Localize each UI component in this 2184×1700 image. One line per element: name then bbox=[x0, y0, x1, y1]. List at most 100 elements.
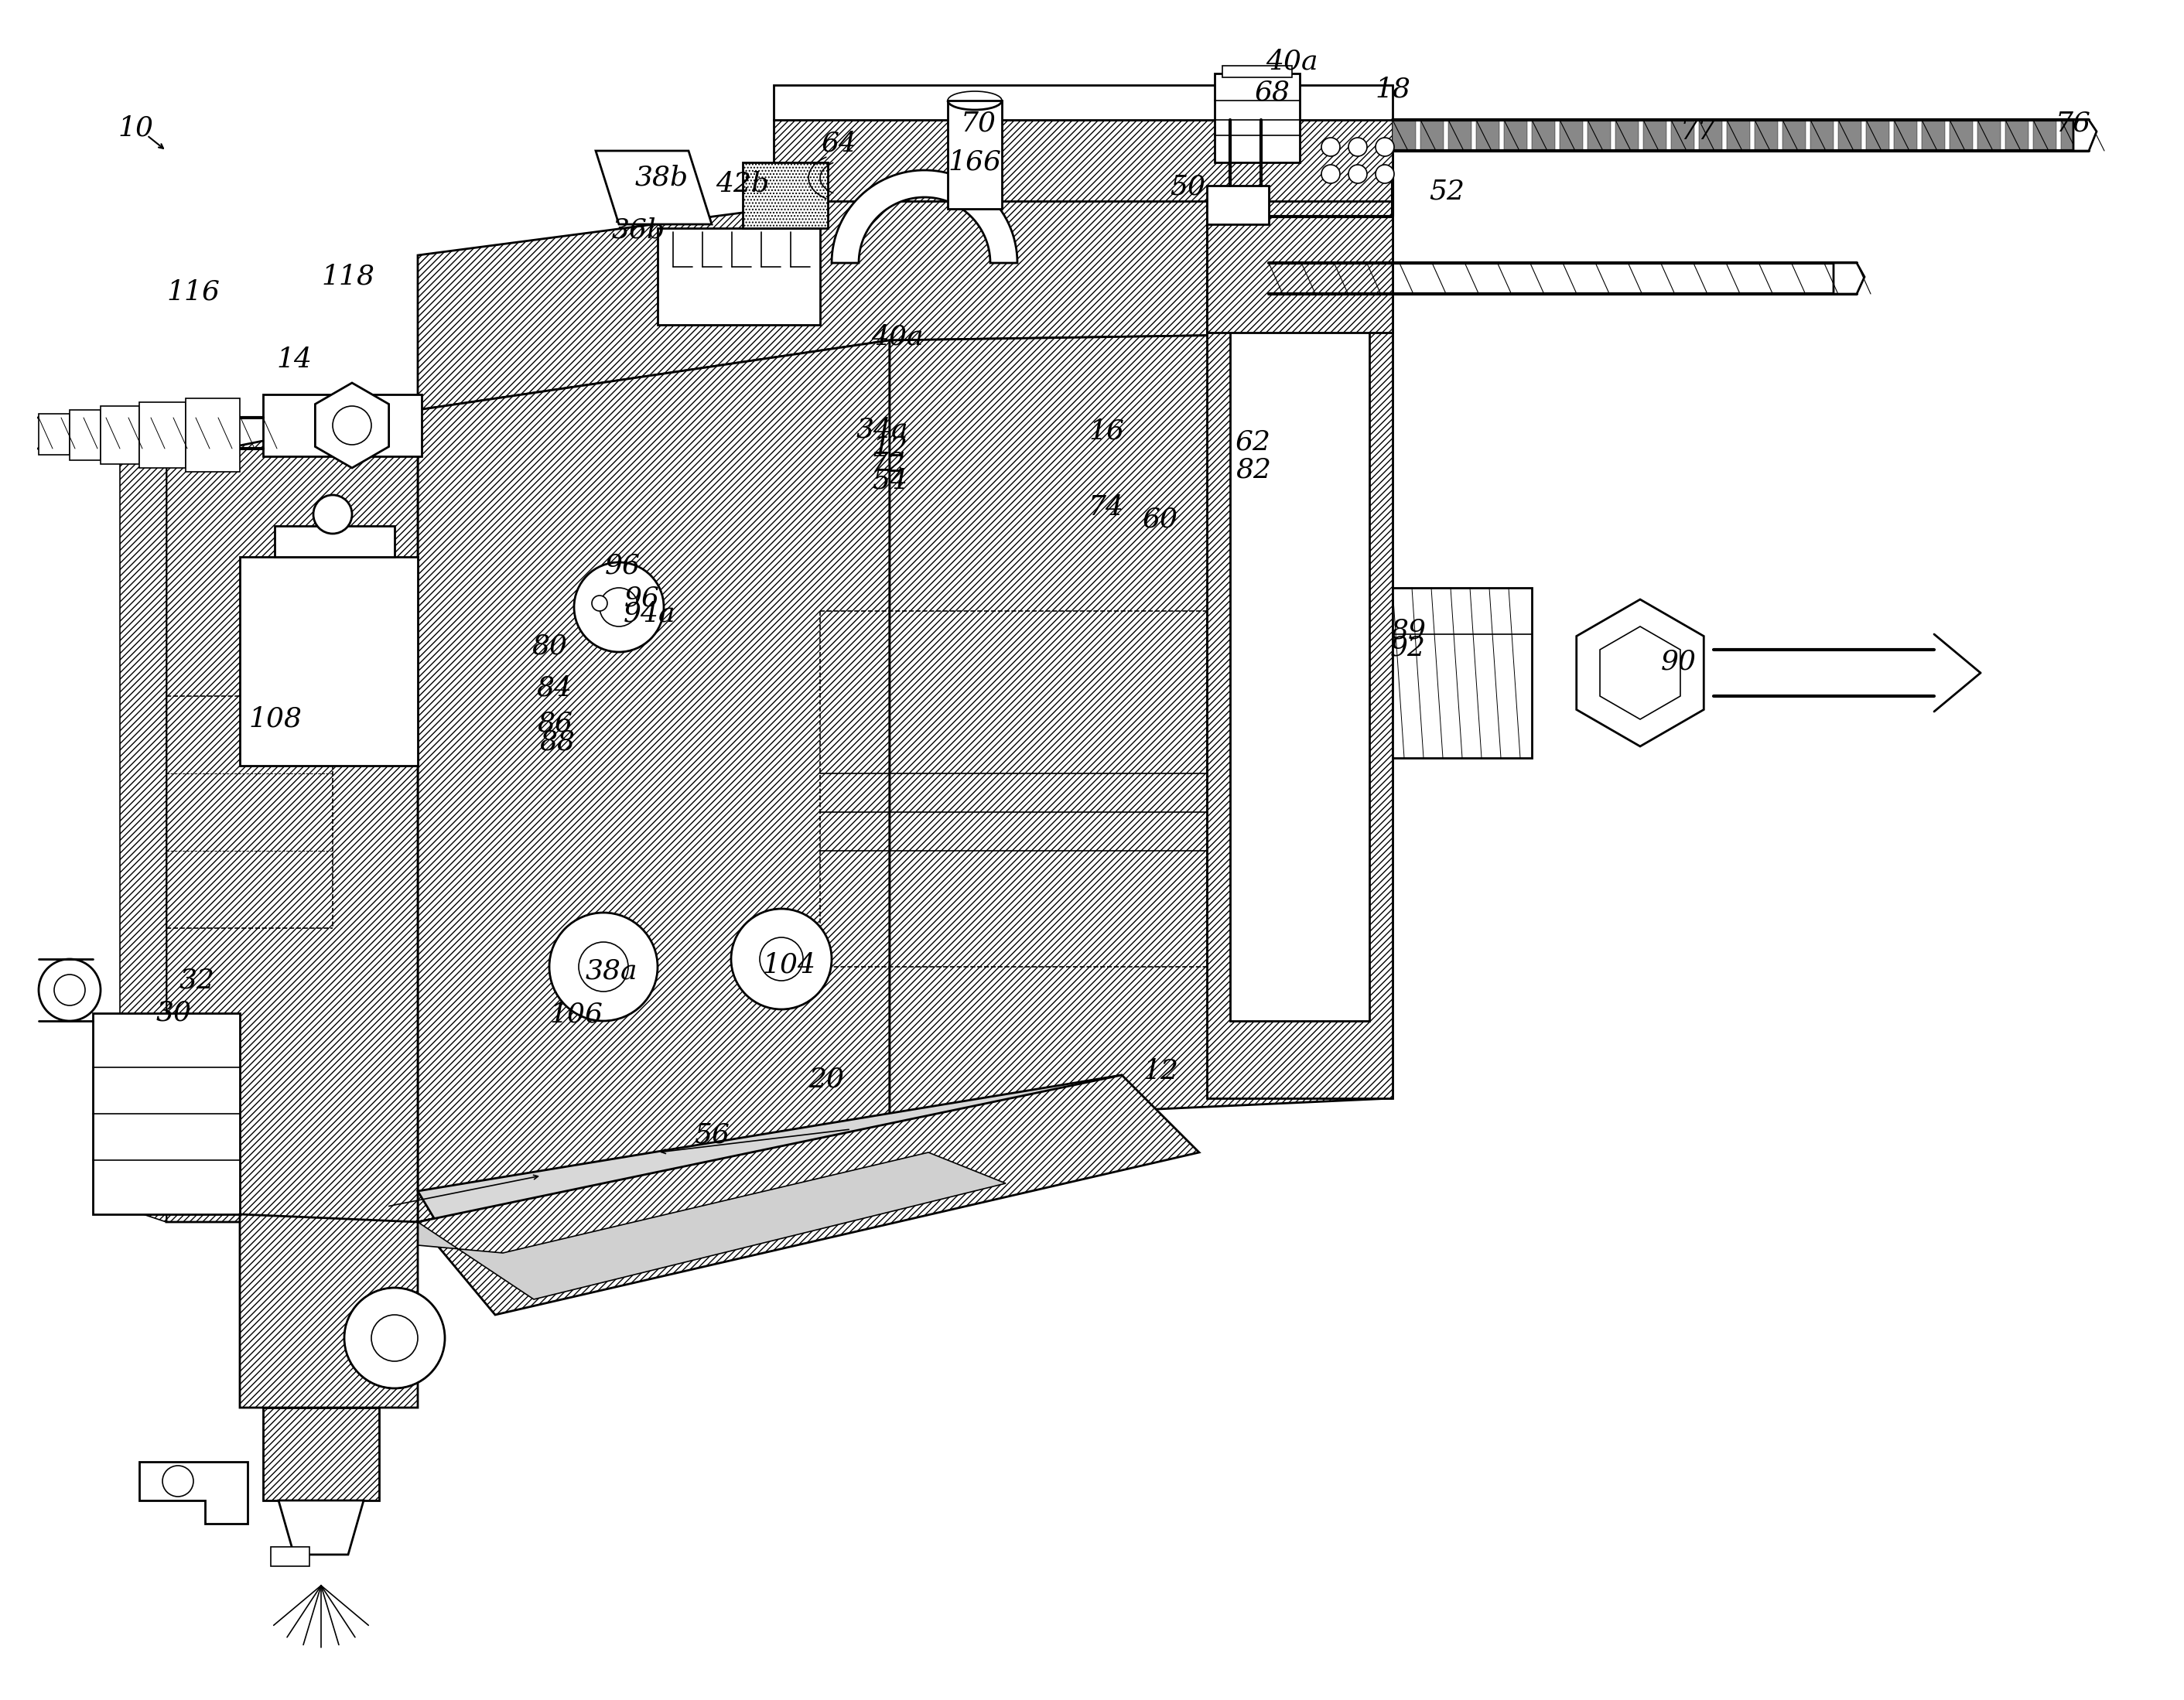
Text: 36b: 36b bbox=[612, 218, 664, 243]
Circle shape bbox=[39, 959, 100, 1022]
Polygon shape bbox=[1577, 600, 1704, 746]
Polygon shape bbox=[948, 100, 1002, 209]
Polygon shape bbox=[1559, 121, 1583, 151]
Polygon shape bbox=[1865, 121, 1889, 151]
Text: 20: 20 bbox=[808, 1066, 843, 1091]
Text: 76: 76 bbox=[2055, 110, 2090, 138]
Polygon shape bbox=[1782, 121, 1806, 151]
Circle shape bbox=[574, 563, 664, 653]
Polygon shape bbox=[417, 155, 1393, 410]
Polygon shape bbox=[773, 121, 1393, 201]
Polygon shape bbox=[262, 394, 422, 456]
Circle shape bbox=[371, 1314, 417, 1362]
Polygon shape bbox=[889, 333, 1393, 1122]
Text: 89: 89 bbox=[1391, 617, 1426, 644]
Text: 40a: 40a bbox=[871, 323, 924, 350]
Circle shape bbox=[1321, 165, 1341, 184]
Circle shape bbox=[732, 910, 832, 1010]
Polygon shape bbox=[417, 1074, 1199, 1314]
Text: 42b: 42b bbox=[716, 172, 769, 197]
Text: 96: 96 bbox=[605, 552, 640, 580]
Circle shape bbox=[332, 406, 371, 445]
Text: 96: 96 bbox=[625, 585, 660, 612]
Polygon shape bbox=[773, 85, 1393, 121]
Circle shape bbox=[1348, 165, 1367, 184]
Polygon shape bbox=[280, 1501, 363, 1554]
Polygon shape bbox=[1835, 264, 1865, 294]
Polygon shape bbox=[166, 410, 417, 1222]
Polygon shape bbox=[271, 1547, 310, 1566]
Text: 64: 64 bbox=[821, 129, 856, 156]
Polygon shape bbox=[2033, 121, 2057, 151]
Circle shape bbox=[162, 1465, 194, 1496]
Polygon shape bbox=[1950, 121, 1972, 151]
Text: 60: 60 bbox=[1142, 507, 1177, 532]
Circle shape bbox=[579, 942, 629, 991]
Text: 38b: 38b bbox=[636, 165, 688, 190]
Polygon shape bbox=[1811, 121, 1835, 151]
Text: 90: 90 bbox=[1662, 648, 1697, 675]
Text: 166: 166 bbox=[948, 150, 1002, 175]
Polygon shape bbox=[832, 170, 1018, 264]
Circle shape bbox=[55, 974, 85, 1005]
Text: 40a: 40a bbox=[1267, 49, 1319, 75]
Polygon shape bbox=[140, 1462, 247, 1523]
Text: 50: 50 bbox=[1171, 173, 1206, 201]
Text: 88: 88 bbox=[539, 729, 574, 755]
Polygon shape bbox=[275, 525, 395, 558]
Polygon shape bbox=[1894, 121, 1918, 151]
Polygon shape bbox=[100, 406, 140, 464]
Circle shape bbox=[1321, 138, 1341, 156]
Text: 56: 56 bbox=[695, 1122, 729, 1149]
Polygon shape bbox=[1208, 155, 1393, 333]
Polygon shape bbox=[2073, 121, 2097, 151]
Text: 80: 80 bbox=[531, 632, 568, 660]
Text: 86: 86 bbox=[537, 711, 572, 736]
Polygon shape bbox=[314, 382, 389, 468]
Text: 84: 84 bbox=[535, 675, 572, 702]
Text: 72: 72 bbox=[871, 451, 906, 478]
Text: 32: 32 bbox=[179, 967, 214, 994]
Polygon shape bbox=[1671, 121, 1695, 151]
Text: 106: 106 bbox=[550, 1001, 603, 1028]
Polygon shape bbox=[417, 1153, 1007, 1299]
Polygon shape bbox=[1601, 627, 1679, 719]
Text: 12: 12 bbox=[1142, 1057, 1177, 1085]
Text: 62: 62 bbox=[1236, 430, 1271, 456]
Polygon shape bbox=[262, 1408, 380, 1501]
Text: 12: 12 bbox=[871, 435, 909, 462]
Text: 38a: 38a bbox=[585, 957, 638, 984]
Polygon shape bbox=[1699, 121, 1723, 151]
Text: 70: 70 bbox=[961, 110, 996, 138]
Text: 34a: 34a bbox=[856, 416, 909, 442]
Text: 16: 16 bbox=[1088, 418, 1125, 445]
Polygon shape bbox=[657, 228, 819, 325]
Polygon shape bbox=[1208, 155, 1393, 1098]
Polygon shape bbox=[1223, 66, 1293, 76]
Polygon shape bbox=[1531, 121, 1555, 151]
Polygon shape bbox=[743, 163, 828, 228]
Text: 108: 108 bbox=[249, 706, 301, 733]
Polygon shape bbox=[240, 558, 417, 765]
Polygon shape bbox=[1214, 73, 1299, 163]
Text: 116: 116 bbox=[166, 279, 221, 306]
Circle shape bbox=[1376, 138, 1393, 156]
Circle shape bbox=[345, 1289, 446, 1389]
Text: 94a: 94a bbox=[625, 600, 677, 627]
Text: 104: 104 bbox=[762, 952, 817, 979]
Polygon shape bbox=[70, 410, 100, 461]
Circle shape bbox=[550, 913, 657, 1022]
Circle shape bbox=[592, 595, 607, 610]
Polygon shape bbox=[1230, 294, 1369, 1022]
Polygon shape bbox=[1588, 121, 1612, 151]
Text: 54: 54 bbox=[871, 468, 909, 495]
Polygon shape bbox=[596, 151, 712, 224]
Text: 18: 18 bbox=[1374, 76, 1411, 102]
Circle shape bbox=[760, 937, 804, 981]
Text: 14: 14 bbox=[275, 347, 312, 372]
Polygon shape bbox=[1728, 121, 1749, 151]
Text: 82: 82 bbox=[1236, 456, 1271, 483]
Polygon shape bbox=[1922, 121, 1946, 151]
Polygon shape bbox=[417, 340, 889, 1222]
Text: 77: 77 bbox=[1679, 119, 1717, 144]
